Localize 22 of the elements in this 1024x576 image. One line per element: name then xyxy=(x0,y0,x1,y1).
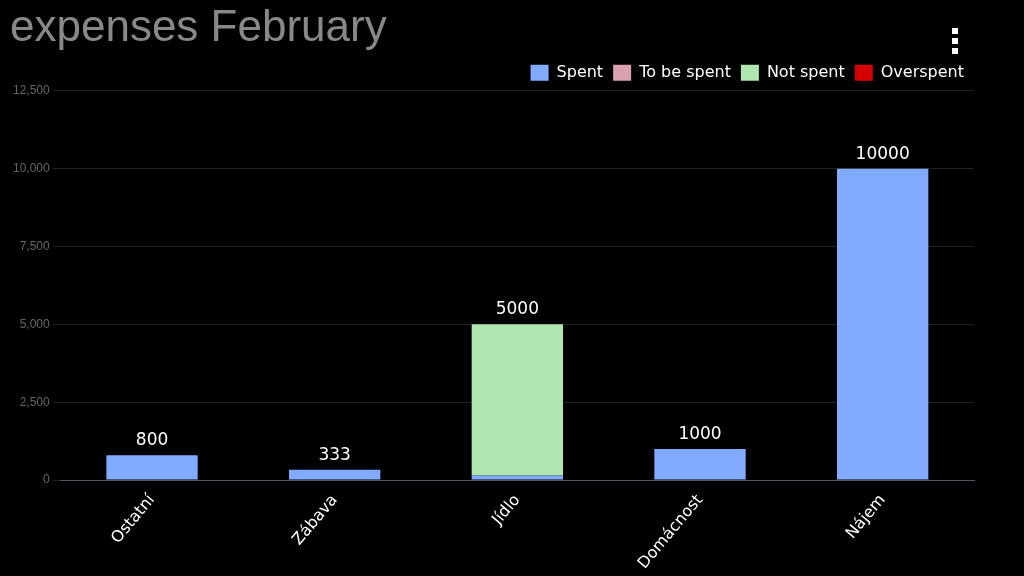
legend-label: Spent xyxy=(556,61,604,81)
total-label: 333 xyxy=(318,443,351,464)
y-tick-label: 10,000 xyxy=(13,160,51,175)
bar xyxy=(471,324,564,476)
y-tick-label: 12,500 xyxy=(13,83,51,98)
legend-label: Not spent xyxy=(766,61,845,81)
total-label: 10000 xyxy=(855,142,910,163)
bar xyxy=(654,448,746,480)
legend-label: Overspent xyxy=(880,61,964,81)
y-tick-label: 2,500 xyxy=(19,394,51,409)
chart-title: expenses February xyxy=(10,0,387,50)
bar xyxy=(837,168,929,480)
legend-label: To be spent xyxy=(638,61,731,81)
total-label: 1000 xyxy=(678,422,722,443)
total-label: 5000 xyxy=(495,298,539,319)
y-tick-label: 5,000 xyxy=(19,316,51,331)
y-tick-label: 7,500 xyxy=(19,238,51,253)
bar xyxy=(471,475,564,480)
bar xyxy=(106,455,198,480)
bar xyxy=(289,469,381,480)
total-label: 800 xyxy=(135,429,169,450)
y-tick-label: 0 xyxy=(43,472,51,487)
